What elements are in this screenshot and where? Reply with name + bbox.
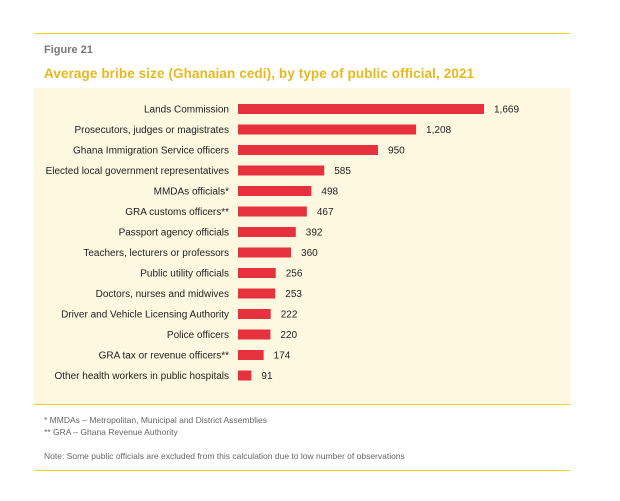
value-label: 253: [285, 289, 302, 300]
category-label: Public utility officials: [140, 269, 229, 280]
bar: [238, 206, 307, 217]
category-label: Passport agency officials: [119, 228, 229, 239]
value-label: 392: [306, 228, 323, 239]
bar: [238, 165, 325, 176]
figure-title: Average bribe size (Ghanaian cedi), by t…: [44, 66, 475, 81]
category-label: Prosecutors, judges or magistrates: [74, 125, 229, 136]
footnote-gra: ** GRA – Ghana Revenue Authority: [44, 427, 178, 437]
value-label: 222: [281, 310, 298, 321]
bar: [238, 124, 417, 135]
bar: [238, 247, 292, 258]
chart-bottom-divider: [34, 404, 570, 405]
bar: [238, 104, 484, 114]
bottom-divider: [34, 470, 570, 471]
category-label: Ghana Immigration Service officers: [73, 146, 229, 157]
category-label: Other health workers in public hospitals: [54, 371, 229, 382]
category-label: GRA customs officers**: [125, 207, 229, 218]
value-label: 950: [388, 146, 405, 157]
value-label: 585: [334, 166, 351, 177]
category-label: Teachers, lecturers or professors: [83, 248, 229, 259]
value-label: 256: [286, 269, 303, 280]
category-label: Lands Commission: [144, 105, 229, 116]
value-label: 1,669: [494, 105, 519, 116]
category-label: Elected local government representatives: [46, 166, 229, 177]
chart-panel: [34, 88, 570, 404]
bar: [238, 350, 264, 360]
bar: [238, 186, 312, 196]
bar: [238, 145, 379, 155]
category-label: Driver and Vehicle Licensing Authority: [61, 310, 229, 321]
bar: [238, 227, 296, 237]
footnote-exclusion-note: Note: Some public officials are excluded…: [44, 451, 405, 461]
top-divider: [34, 33, 570, 34]
bar: [238, 370, 252, 381]
value-label: 220: [280, 330, 297, 341]
category-label: MMDAs officials*: [154, 187, 229, 198]
bar: [238, 329, 271, 340]
value-label: 467: [317, 207, 334, 218]
value-label: 1,208: [426, 125, 451, 136]
footnote-mmdas: * MMDAs – Metropolitan, Municipal and Di…: [44, 415, 267, 425]
value-label: 360: [301, 248, 318, 259]
category-label: Police officers: [167, 330, 229, 341]
category-label: GRA tax or revenue officers**: [99, 351, 230, 362]
bar: [238, 309, 271, 319]
value-label: 174: [274, 351, 291, 362]
value-label: 91: [261, 371, 273, 382]
category-label: Doctors, nurses and midwives: [96, 289, 229, 300]
bar: [238, 268, 276, 278]
value-label: 498: [321, 187, 338, 198]
bar: [238, 288, 276, 299]
figure-label: Figure 21: [44, 44, 93, 56]
